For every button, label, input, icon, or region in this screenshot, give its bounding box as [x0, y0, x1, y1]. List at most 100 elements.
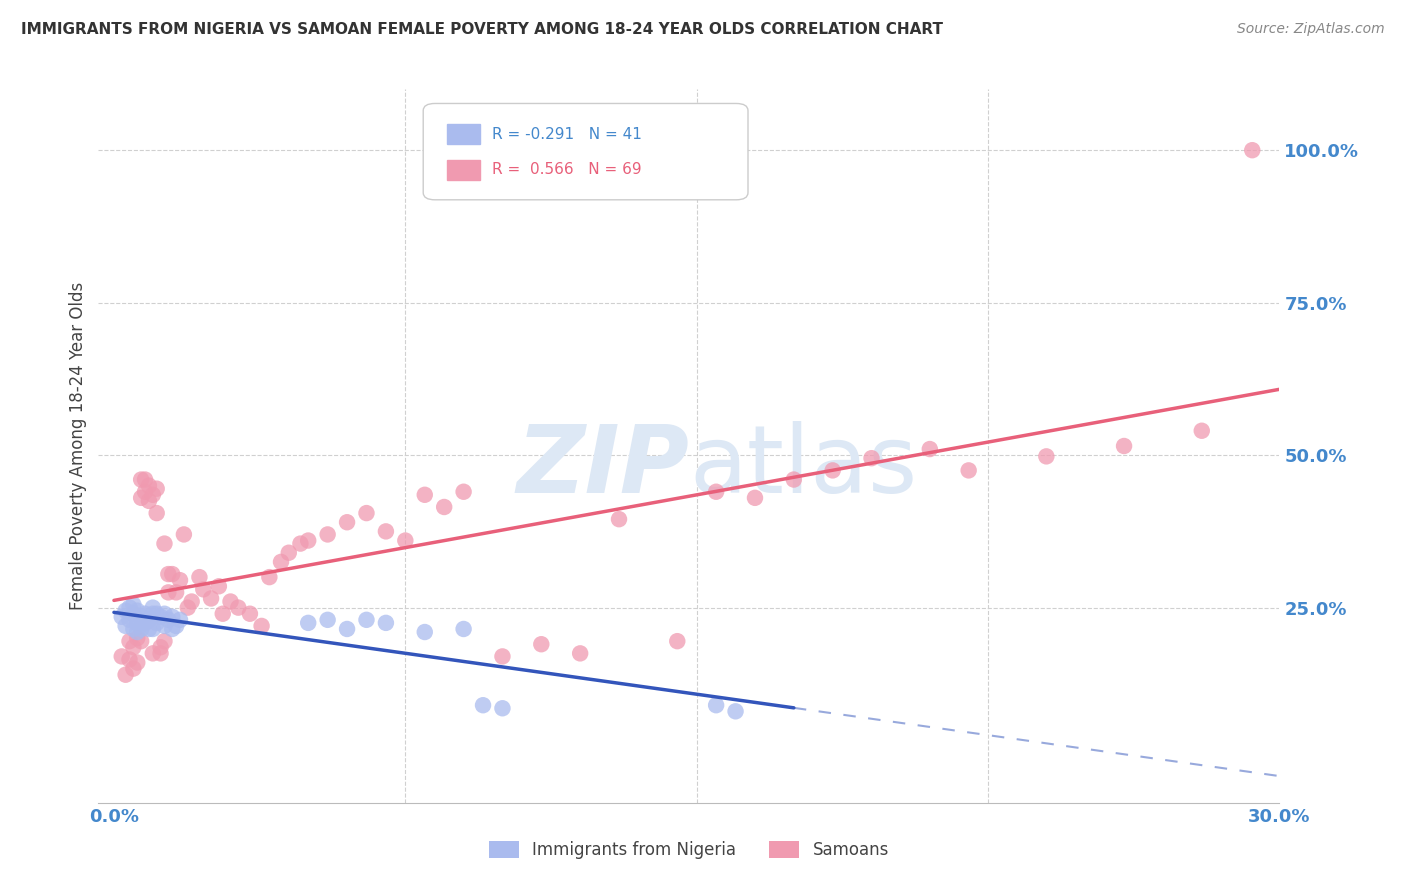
- Point: [1191, 424, 1213, 438]
- Point: [129, 634, 152, 648]
- Point: [356, 506, 378, 520]
- Point: [129, 491, 152, 505]
- Point: [162, 609, 184, 624]
- Point: [208, 579, 231, 593]
- Point: [413, 625, 436, 640]
- Point: [138, 622, 160, 636]
- Point: [1035, 450, 1057, 464]
- Point: [127, 625, 149, 640]
- Point: [607, 512, 630, 526]
- Point: [134, 484, 156, 499]
- Point: [472, 698, 495, 713]
- Point: [259, 570, 281, 584]
- Point: [114, 604, 136, 618]
- Point: [118, 634, 141, 648]
- Legend: Immigrants from Nigeria, Samoans: Immigrants from Nigeria, Samoans: [482, 834, 896, 866]
- Point: [165, 619, 187, 633]
- Point: [145, 615, 167, 630]
- Point: [142, 646, 165, 660]
- Point: [122, 607, 145, 621]
- Point: [149, 609, 172, 624]
- Point: [127, 631, 149, 645]
- Point: [666, 634, 689, 648]
- Point: [336, 622, 359, 636]
- Point: [453, 622, 475, 636]
- Point: [453, 484, 475, 499]
- Point: [138, 494, 160, 508]
- Point: [142, 600, 165, 615]
- Point: [157, 585, 180, 599]
- Point: [114, 667, 136, 681]
- Point: [138, 478, 160, 492]
- Point: [1112, 439, 1135, 453]
- Point: [145, 482, 167, 496]
- Text: ZIP: ZIP: [516, 421, 689, 514]
- Point: [122, 598, 145, 612]
- Point: [169, 613, 191, 627]
- Point: [142, 622, 165, 636]
- Point: [153, 634, 176, 648]
- Point: [356, 613, 378, 627]
- Point: [129, 622, 152, 636]
- Point: [127, 656, 149, 670]
- Point: [277, 546, 299, 560]
- Point: [433, 500, 456, 514]
- Point: [118, 613, 141, 627]
- Point: [129, 473, 152, 487]
- Point: [165, 585, 187, 599]
- Bar: [447, 124, 479, 145]
- Point: [153, 619, 176, 633]
- Point: [860, 451, 883, 466]
- Point: [173, 527, 195, 541]
- Point: [316, 527, 339, 541]
- Point: [211, 607, 233, 621]
- Point: [704, 484, 727, 499]
- Point: [127, 615, 149, 630]
- Point: [162, 622, 184, 636]
- Point: [290, 536, 312, 550]
- Point: [142, 488, 165, 502]
- Point: [134, 615, 156, 630]
- Point: [118, 652, 141, 666]
- Point: [122, 640, 145, 655]
- Point: [491, 649, 513, 664]
- Point: [145, 607, 167, 621]
- Point: [491, 701, 513, 715]
- Point: [704, 698, 727, 713]
- Point: [111, 609, 134, 624]
- Point: [413, 488, 436, 502]
- Text: IMMIGRANTS FROM NIGERIA VS SAMOAN FEMALE POVERTY AMONG 18-24 YEAR OLDS CORRELATI: IMMIGRANTS FROM NIGERIA VS SAMOAN FEMALE…: [21, 22, 943, 37]
- Point: [149, 646, 172, 660]
- Point: [153, 536, 176, 550]
- Point: [134, 607, 156, 621]
- Point: [138, 613, 160, 627]
- Point: [153, 607, 176, 621]
- FancyBboxPatch shape: [423, 103, 748, 200]
- Point: [180, 594, 202, 608]
- Point: [270, 555, 292, 569]
- Point: [157, 567, 180, 582]
- Point: [957, 463, 980, 477]
- Point: [219, 594, 242, 608]
- Point: [336, 515, 359, 529]
- Point: [744, 491, 766, 505]
- Point: [783, 473, 806, 487]
- Point: [149, 640, 172, 655]
- Point: [142, 607, 165, 621]
- Bar: [447, 160, 479, 180]
- Point: [134, 473, 156, 487]
- Text: R =  0.566   N = 69: R = 0.566 N = 69: [492, 162, 641, 178]
- Point: [169, 573, 191, 587]
- Point: [193, 582, 215, 597]
- Point: [122, 662, 145, 676]
- Point: [374, 524, 396, 539]
- Text: Source: ZipAtlas.com: Source: ZipAtlas.com: [1237, 22, 1385, 37]
- Point: [394, 533, 416, 548]
- Point: [316, 613, 339, 627]
- Point: [724, 704, 747, 718]
- Point: [127, 604, 149, 618]
- Point: [162, 567, 184, 582]
- Point: [239, 607, 262, 621]
- Point: [177, 600, 200, 615]
- Point: [374, 615, 396, 630]
